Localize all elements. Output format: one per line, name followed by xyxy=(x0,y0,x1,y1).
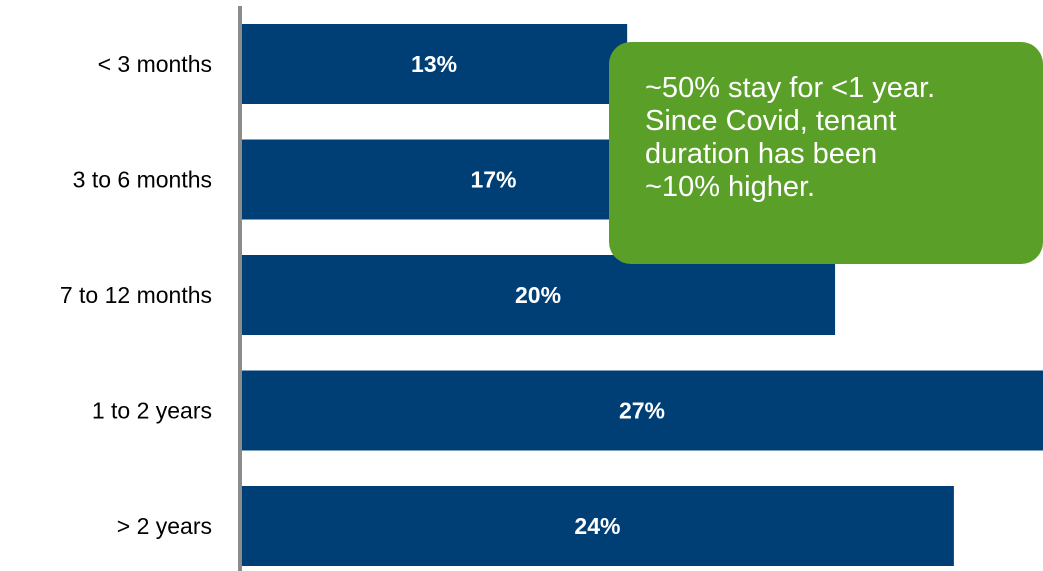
bar xyxy=(241,255,836,335)
bar-value-label: 17% xyxy=(470,167,516,193)
bar-value-label: 20% xyxy=(515,282,561,308)
bar-value-label: 27% xyxy=(619,398,665,424)
category-label: 1 to 2 years xyxy=(92,398,212,424)
callout-box: ~50% stay for <1 year. Since Covid, tena… xyxy=(609,42,1043,264)
y-axis-line xyxy=(238,6,242,571)
bar xyxy=(241,24,628,104)
bar xyxy=(241,486,954,566)
bar-value-label: 13% xyxy=(411,51,457,77)
category-label: 3 to 6 months xyxy=(73,167,212,193)
callout-line: duration has been xyxy=(645,138,878,170)
category-label: > 2 years xyxy=(117,513,212,539)
category-label: < 3 months xyxy=(98,51,212,77)
bar xyxy=(241,370,1043,451)
callout-line: Since Covid, tenant xyxy=(645,105,897,137)
bar-value-label: 24% xyxy=(574,513,620,539)
category-label: 7 to 12 months xyxy=(60,282,212,308)
callout-line: ~50% stay for <1 year. xyxy=(645,72,936,104)
callout-line: ~10% higher. xyxy=(645,171,816,203)
